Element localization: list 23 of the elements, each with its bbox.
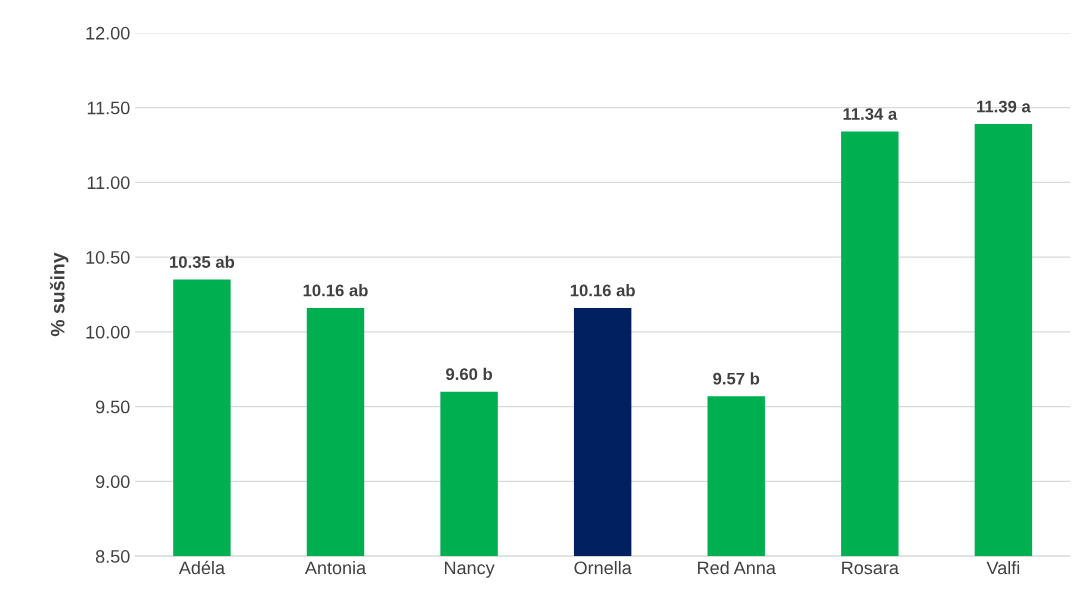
y-tick-label: 11.50 [87, 101, 130, 115]
data-label: 10.16 ab [570, 284, 635, 297]
y-tick-label: 10.00 [86, 325, 130, 339]
data-label: 11.34 a [843, 108, 898, 120]
y-tick-label: 12.00 [86, 26, 130, 40]
y-tick-label: 8.50 [95, 550, 130, 563]
data-label: 10.35 ab [170, 255, 235, 268]
data-label: 10.16 ab [303, 284, 368, 297]
x-tick-label: Nancy [444, 561, 495, 578]
x-tick-label: Rosara [842, 561, 899, 575]
x-tick-label: Red Anna [698, 561, 776, 575]
y-axis-title: % sušiny [49, 252, 69, 337]
data-label: 11.39 a [977, 100, 1031, 113]
x-tick-label: Adéla [178, 560, 225, 575]
y-tick-label: 9.00 [95, 475, 130, 489]
x-tick-label: Ornella [574, 561, 632, 575]
data-label: 9.60 b [446, 367, 493, 381]
data-label: 9.57 b [713, 372, 760, 385]
y-tick-label: 10.50 [86, 251, 130, 264]
x-tick-label: Valfi [986, 561, 1020, 575]
x-tick-label: Antonia [304, 561, 367, 575]
y-tick-label: 9.50 [95, 400, 130, 414]
y-tick-label: 11.00 [87, 176, 130, 190]
